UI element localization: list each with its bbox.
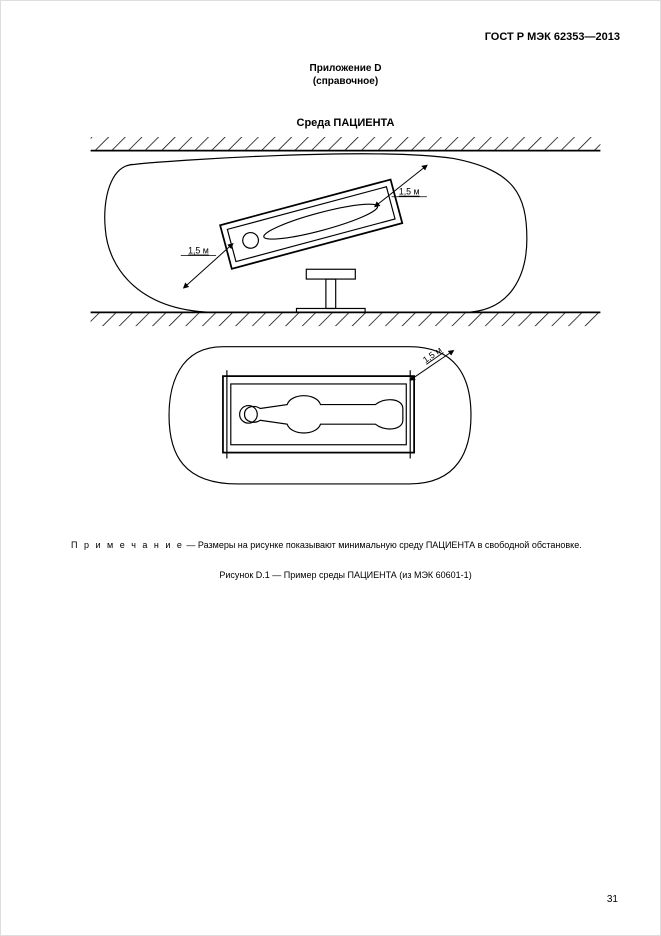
note-label: П р и м е ч а н и е: [71, 540, 184, 550]
note-text: — Размеры на рисунке показывают минималь…: [184, 540, 582, 550]
note-paragraph: П р и м е ч а н и е — Размеры на рисунке…: [71, 539, 620, 552]
annex-subtitle: (справочное): [71, 76, 620, 87]
figure-caption: Рисунок D.1 — Пример среды ПАЦИЕНТА (из …: [71, 570, 620, 580]
svg-text:1,5 м: 1,5 м: [399, 187, 420, 197]
annex-title: Приложение D: [71, 63, 620, 74]
document-id: ГОСТ Р МЭК 62353—2013: [71, 31, 620, 43]
svg-text:1,5 м: 1,5 м: [188, 246, 209, 256]
figure-d1: 1,5 м1,5 м1,5 м: [71, 137, 620, 527]
page-number: 31: [607, 894, 618, 905]
section-title: Среда ПАЦИЕНТА: [71, 117, 620, 129]
